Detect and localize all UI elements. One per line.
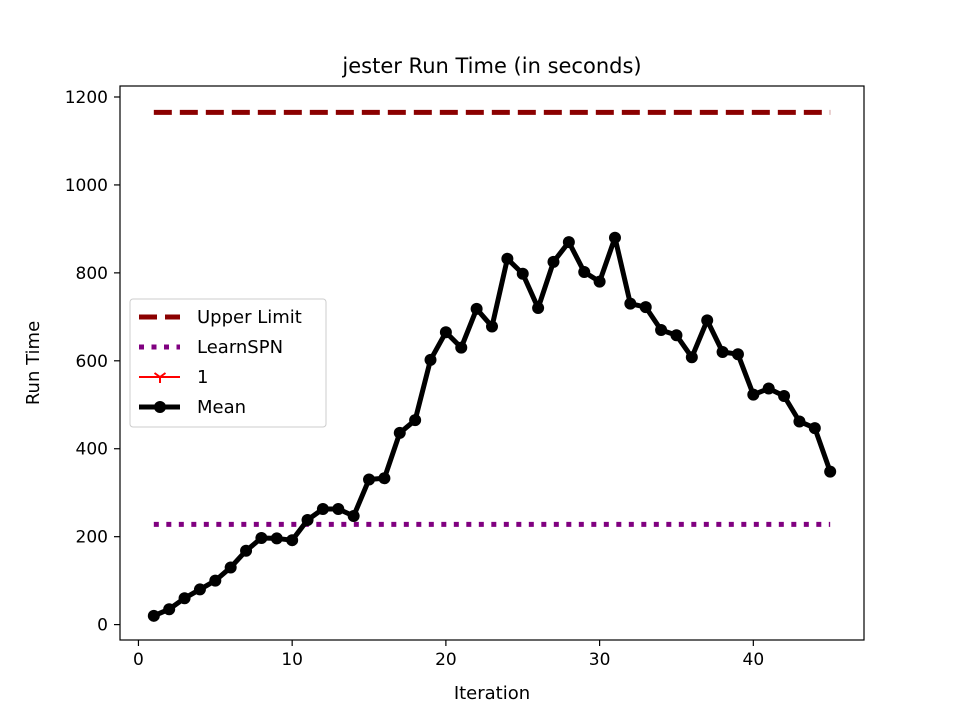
data-point-mean — [439, 326, 452, 339]
data-point-mean — [547, 255, 560, 268]
data-point-mean — [424, 353, 437, 366]
data-point-mean — [624, 297, 637, 310]
y-axis-label: Run Time — [23, 321, 44, 405]
data-point-mean — [593, 275, 606, 288]
x-tick-label: 40 — [743, 650, 765, 670]
data-point-mean — [501, 252, 514, 265]
data-point-mean — [147, 609, 160, 622]
series-layer — [147, 109, 837, 622]
data-point-mean — [286, 534, 299, 547]
data-point-mean — [470, 302, 483, 315]
x-axis: 0 10 20 30 40 — [133, 640, 764, 670]
data-point-mean — [731, 348, 744, 361]
y-tick-label: 200 — [76, 528, 108, 548]
data-point-mean — [347, 510, 360, 523]
y-tick-label: 400 — [76, 440, 108, 460]
data-point-mean — [363, 473, 376, 486]
data-point-mean — [808, 422, 821, 435]
data-point-mean — [316, 502, 329, 515]
y-axis: 0 200 400 600 800 1000 1200 — [65, 88, 120, 636]
data-point-mean — [778, 389, 791, 402]
data-point-mean — [393, 426, 406, 439]
data-point-mean — [224, 561, 237, 574]
data-point-mean — [608, 231, 621, 244]
data-point-mean — [685, 351, 698, 364]
y-tick-label: 0 — [97, 616, 108, 636]
legend-label-learnspn: LearnSPN — [197, 337, 283, 358]
data-point-mean — [747, 388, 760, 401]
data-point-mean — [701, 314, 714, 327]
x-tick-label: 20 — [435, 650, 457, 670]
legend-marker-mean — [154, 401, 166, 413]
data-point-mean — [255, 531, 268, 544]
data-point-mean — [301, 513, 314, 526]
legend-box — [129, 298, 327, 428]
chart-title: jester Run Time (in seconds) — [341, 54, 641, 78]
data-point-mean — [409, 414, 422, 427]
data-point-mean — [270, 532, 283, 545]
legend-marker-1 — [153, 372, 167, 383]
y-tick-label: 1000 — [65, 176, 108, 196]
data-point-mean — [240, 544, 253, 557]
x-tick-label: 0 — [133, 650, 144, 670]
data-point-mean — [532, 302, 545, 315]
data-point-mean — [178, 592, 191, 605]
legend-label-1: 1 — [197, 367, 208, 388]
data-point-mean — [716, 346, 729, 359]
legend: Upper Limit LearnSPN 1 Mean — [129, 298, 327, 428]
data-point-mean — [793, 415, 806, 428]
data-point-mean — [824, 465, 837, 478]
data-point-mean — [193, 583, 206, 596]
data-point-mean — [209, 574, 222, 587]
data-point-mean — [332, 502, 345, 515]
y-tick-label: 800 — [76, 264, 108, 284]
data-point-mean — [486, 320, 498, 333]
data-point-mean — [163, 603, 176, 616]
data-point-mean — [378, 472, 391, 485]
data-point-mean — [578, 265, 591, 278]
legend-label-mean: Mean — [197, 397, 246, 418]
x-tick-label: 10 — [281, 650, 303, 670]
data-point-mean — [562, 236, 575, 249]
legend-label-upper-limit: Upper Limit — [197, 307, 302, 328]
data-point-mean — [762, 382, 775, 395]
data-point-mean — [655, 324, 668, 337]
y-tick-label: 600 — [76, 352, 108, 372]
data-point-mean — [670, 329, 683, 342]
data-point-mean — [639, 301, 652, 314]
data-point-mean — [455, 341, 468, 354]
plot-frame — [119, 85, 865, 641]
data-point-mean — [516, 267, 529, 280]
y-tick-label: 1200 — [65, 88, 108, 108]
x-tick-label: 30 — [589, 650, 611, 670]
x-axis-label: Iteration — [454, 683, 530, 704]
